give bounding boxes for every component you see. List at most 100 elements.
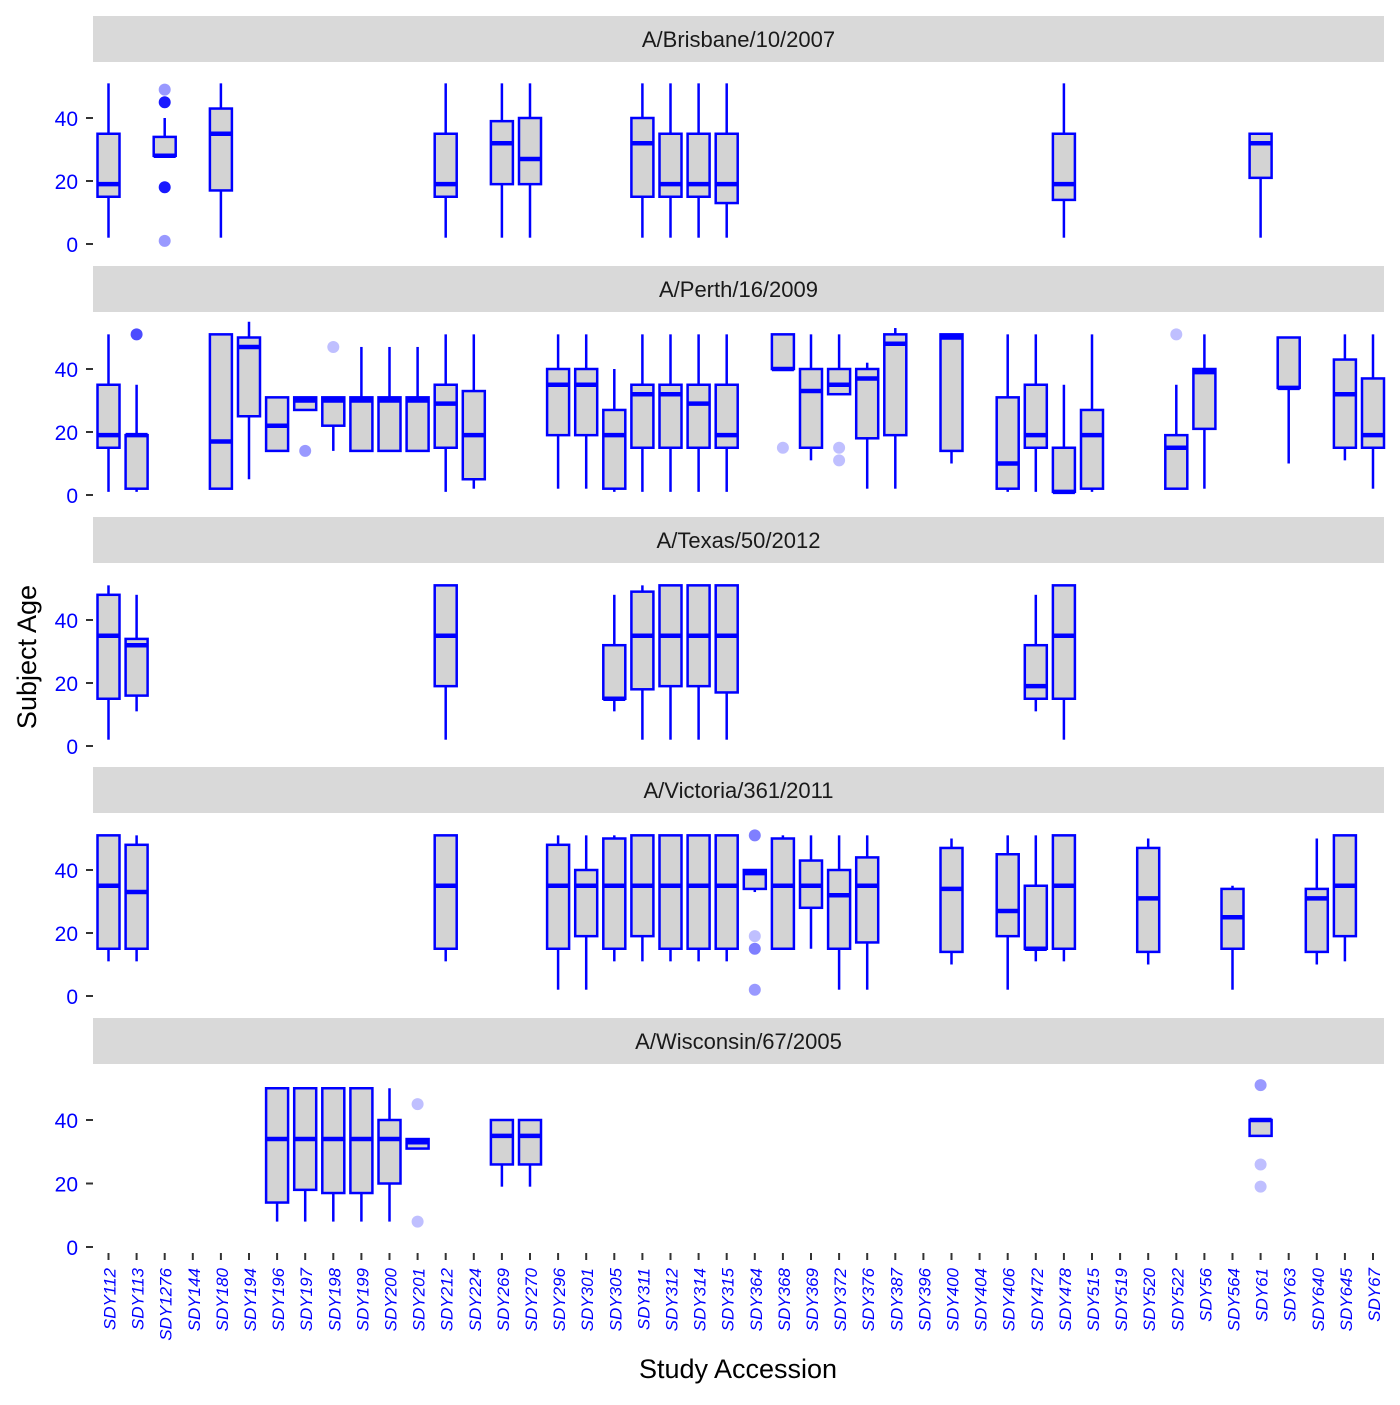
x-tick-label: SDY301	[578, 1268, 597, 1331]
y-tick-label: 20	[55, 171, 78, 194]
box	[602, 408, 627, 490]
x-tick-label: SDY197	[297, 1267, 316, 1331]
x-tick-label: SDY56	[1196, 1267, 1215, 1321]
box	[433, 383, 458, 449]
box	[1248, 1118, 1273, 1138]
box	[630, 590, 655, 691]
outlier-point	[130, 328, 143, 341]
y-tick-label: 0	[66, 234, 78, 257]
box	[377, 396, 402, 453]
facet-strip	[93, 1018, 1384, 1064]
box	[264, 1087, 290, 1204]
outlier-point	[1170, 328, 1183, 341]
box	[208, 107, 234, 192]
x-tick-label: SDY67	[1365, 1267, 1384, 1321]
box	[1051, 584, 1077, 700]
x-axis-title: Study Accession	[639, 1354, 837, 1384]
y-tick-label: 40	[55, 610, 78, 633]
box	[1051, 446, 1077, 494]
x-tick-label: SDY194	[241, 1268, 260, 1331]
box	[321, 396, 346, 427]
box	[826, 868, 852, 950]
box	[545, 367, 571, 437]
box	[770, 333, 796, 371]
y-tick-label: 40	[55, 1110, 78, 1133]
box	[1360, 377, 1386, 450]
box	[686, 383, 711, 449]
box	[349, 396, 374, 453]
y-tick-label: 40	[55, 108, 78, 131]
y-tick-label: 20	[55, 923, 78, 946]
y-tick-label: 40	[55, 359, 78, 382]
box	[96, 834, 121, 950]
box	[883, 333, 908, 437]
box	[1051, 834, 1077, 950]
x-tick-label: SDY198	[325, 1267, 344, 1331]
y-tick-label: 40	[55, 860, 78, 883]
x-tick-label: SDY63	[1281, 1267, 1300, 1321]
y-tick-label: 20	[55, 422, 78, 445]
x-tick-label: SDY520	[1140, 1267, 1159, 1331]
x-tick-label: SDY376	[859, 1267, 878, 1331]
x-tick-label: SDY372	[831, 1267, 850, 1331]
box	[377, 1118, 402, 1185]
box	[236, 336, 262, 418]
x-tick-label: SDY61	[1253, 1268, 1272, 1322]
box	[854, 367, 880, 440]
box	[517, 1118, 543, 1166]
x-tick-label: SDY364	[747, 1268, 766, 1331]
x-tick-label: SDY396	[915, 1267, 934, 1331]
x-tick-label: SDY269	[494, 1267, 513, 1331]
x-tick-label: SDY200	[382, 1267, 401, 1331]
outlier-point	[158, 181, 171, 194]
box	[433, 834, 458, 950]
box	[208, 333, 234, 490]
box	[1192, 367, 1217, 431]
x-tick-label: SDY515	[1084, 1267, 1103, 1331]
outlier-point	[748, 983, 761, 996]
facet-strip	[93, 266, 1384, 312]
outlier-point	[327, 340, 340, 353]
box	[770, 837, 796, 950]
x-tick-label: SDY1276	[157, 1267, 176, 1340]
x-tick-label: SDY199	[353, 1267, 372, 1331]
box	[798, 367, 824, 449]
box	[658, 834, 683, 950]
outlier-point	[158, 234, 171, 247]
x-tick-label: SDY224	[466, 1268, 485, 1331]
x-tick-label: SDY369	[803, 1267, 822, 1331]
box	[995, 396, 1020, 490]
x-tick-label: SDY387	[887, 1267, 906, 1331]
x-tick-label: SDY404	[972, 1268, 991, 1331]
box	[686, 132, 711, 198]
outlier-point	[776, 441, 789, 454]
box	[826, 367, 852, 396]
box	[658, 383, 683, 449]
box	[96, 132, 121, 198]
box	[517, 116, 543, 186]
box	[96, 383, 121, 449]
box	[573, 868, 599, 938]
box	[1248, 132, 1273, 180]
outlier-point	[1254, 1158, 1267, 1171]
x-tick-label: SDY312	[663, 1267, 682, 1331]
box	[124, 637, 149, 697]
box	[433, 132, 458, 198]
box	[939, 846, 964, 954]
outlier-point	[1254, 1180, 1267, 1193]
x-tick-label: SDY212	[438, 1267, 457, 1331]
box	[1023, 643, 1049, 701]
box	[1164, 433, 1189, 490]
facet-label: A/Victoria/361/2011	[644, 778, 834, 803]
x-tick-label: SDY112	[101, 1267, 120, 1330]
box	[630, 383, 655, 449]
y-tick-label: 0	[66, 485, 78, 508]
box	[686, 834, 711, 950]
box	[1332, 358, 1358, 449]
box	[1276, 336, 1301, 390]
outlier-point	[748, 942, 761, 955]
x-tick-label: SDY201	[410, 1268, 429, 1331]
outlier-point	[411, 1215, 424, 1228]
x-tick-label: SDY311	[634, 1268, 653, 1330]
